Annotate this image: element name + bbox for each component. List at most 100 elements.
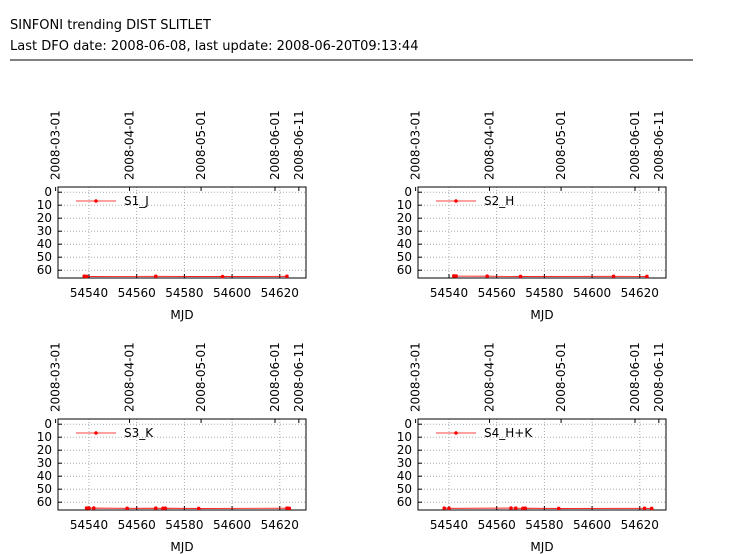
- y-tick-label: 10: [37, 430, 52, 444]
- x2-tick-label: 2008-04-01: [123, 110, 137, 180]
- x2-tick-label: 2008-06-01: [628, 110, 642, 180]
- x2-tick-label: 2008-03-01: [409, 110, 423, 180]
- data-point: [87, 506, 91, 510]
- data-point: [454, 274, 458, 278]
- x2-tick-label: 2008-05-01: [194, 110, 208, 180]
- y-tick-label: 50: [397, 250, 412, 264]
- y-tick-label: 50: [397, 482, 412, 496]
- x-axis-label: MJD: [530, 308, 553, 322]
- data-point: [485, 274, 489, 278]
- data-point: [611, 274, 616, 279]
- x2-tick-label: 2008-06-11: [292, 342, 306, 412]
- x-tick-label: 54560: [118, 518, 156, 532]
- x2-tick-label: 2008-06-01: [268, 110, 282, 180]
- legend-label: S3_K: [124, 426, 154, 440]
- x-tick-label: 54600: [213, 518, 251, 532]
- y-tick-label: 40: [397, 237, 412, 251]
- legend-label: S1_J: [124, 194, 149, 208]
- x-tick-label: 54620: [621, 518, 659, 532]
- y-tick-label: 10: [397, 198, 412, 212]
- x-tick-label: 54540: [70, 518, 108, 532]
- x-tick-label: 54600: [213, 286, 251, 300]
- x-axis-label: MJD: [530, 540, 553, 554]
- y-tick-label: 0: [44, 185, 52, 199]
- x2-tick-label: 2008-06-11: [292, 110, 306, 180]
- legend-marker: [94, 199, 98, 203]
- y-tick-label: 30: [37, 456, 52, 470]
- data-point: [287, 506, 292, 511]
- x-tick-label: 54600: [573, 518, 611, 532]
- data-point: [285, 274, 289, 279]
- y-tick-label: 20: [397, 211, 412, 225]
- x-tick-label: 54580: [165, 518, 203, 532]
- x-tick-label: 54540: [430, 286, 468, 300]
- y-tick-label: 60: [37, 263, 52, 277]
- data-point: [153, 274, 158, 279]
- x2-tick-label: 2008-05-01: [194, 342, 208, 412]
- series-line: [453, 275, 647, 277]
- x-tick-label: 54580: [525, 518, 563, 532]
- data-point: [442, 506, 447, 510]
- page-title: SINFONI trending DIST SLITLET: [10, 18, 211, 33]
- legend-label: S4_H+K: [484, 426, 533, 440]
- x2-tick-label: 2008-06-01: [268, 342, 282, 412]
- x-axis-label: MJD: [170, 540, 193, 554]
- x-tick-label: 54560: [118, 286, 156, 300]
- y-tick-label: 10: [397, 430, 412, 444]
- x2-tick-label: 2008-04-01: [123, 342, 137, 412]
- data-point: [220, 274, 225, 279]
- x2-tick-label: 2008-04-01: [483, 110, 497, 180]
- x-tick-label: 54540: [430, 518, 468, 532]
- y-tick-label: 0: [44, 417, 52, 431]
- y-tick-label: 40: [37, 469, 52, 483]
- data-point: [518, 274, 523, 279]
- y-tick-label: 20: [37, 443, 52, 457]
- x2-tick-label: 2008-03-01: [409, 342, 423, 412]
- x2-tick-label: 2008-05-01: [554, 110, 568, 180]
- x2-tick-label: 2008-03-01: [49, 342, 63, 412]
- x-tick-label: 54620: [261, 286, 299, 300]
- y-tick-label: 60: [397, 263, 412, 277]
- y-tick-label: 40: [37, 237, 52, 251]
- x-tick-label: 54600: [573, 286, 611, 300]
- data-point: [447, 506, 451, 511]
- data-point: [645, 274, 649, 279]
- plot-frame: [57, 186, 307, 279]
- x2-tick-label: 2008-06-01: [628, 342, 642, 412]
- data-point: [523, 506, 528, 510]
- legend-marker: [454, 431, 458, 435]
- x-tick-label: 54620: [261, 518, 299, 532]
- y-tick-label: 40: [397, 469, 412, 483]
- data-point: [509, 506, 513, 510]
- x2-tick-label: 2008-06-11: [652, 110, 666, 180]
- x-tick-label: 54560: [478, 286, 516, 300]
- legend-label: S2_H: [484, 194, 514, 208]
- y-tick-label: 20: [37, 211, 52, 225]
- data-point: [84, 274, 89, 279]
- x-tick-label: 54580: [525, 286, 563, 300]
- data-point: [649, 506, 654, 511]
- legend-marker: [454, 199, 458, 203]
- data-point: [163, 506, 168, 510]
- x-tick-label: 54540: [70, 286, 108, 300]
- y-tick-label: 60: [397, 495, 412, 509]
- x-tick-label: 54580: [165, 286, 203, 300]
- y-tick-label: 50: [37, 482, 52, 496]
- y-tick-label: 60: [37, 495, 52, 509]
- data-point: [513, 506, 518, 510]
- y-tick-label: 30: [397, 224, 412, 238]
- x-tick-label: 54620: [621, 286, 659, 300]
- y-tick-label: 10: [37, 198, 52, 212]
- legend-marker: [94, 431, 98, 435]
- data-point: [153, 506, 158, 510]
- x-tick-label: 54560: [478, 518, 516, 532]
- x2-tick-label: 2008-04-01: [483, 342, 497, 412]
- page-subtitle: Last DFO date: 2008-06-08, last update: …: [10, 39, 418, 54]
- data-point: [642, 506, 647, 511]
- x-axis-label: MJD: [170, 308, 193, 322]
- y-tick-label: 20: [397, 443, 412, 457]
- data-point: [556, 506, 561, 511]
- data-point: [196, 506, 201, 511]
- data-point: [125, 506, 129, 511]
